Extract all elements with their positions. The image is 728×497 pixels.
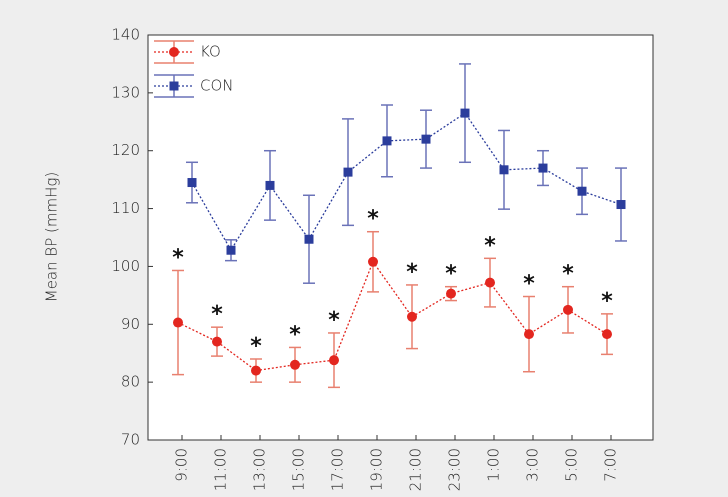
point [226, 245, 236, 255]
point [538, 163, 548, 173]
point [173, 317, 183, 328]
significance-label: * [445, 262, 457, 287]
point [499, 165, 509, 175]
x-tick-label: 17:00 [329, 448, 347, 491]
point [485, 277, 495, 288]
point [563, 304, 573, 315]
y-tick-label: 80 [121, 373, 140, 391]
point [446, 288, 456, 299]
legend-label: KO [200, 43, 221, 61]
x-tick-label: 19:00 [368, 448, 386, 491]
point [343, 167, 353, 177]
point [187, 178, 197, 188]
y-axis-label: Mean BP (mmHg) [43, 172, 61, 302]
point [524, 329, 534, 340]
x-tick-label: 11:00 [212, 448, 230, 491]
point [212, 336, 222, 347]
significance-label: * [523, 272, 535, 297]
significance-label: * [289, 322, 301, 347]
point [265, 180, 275, 190]
y-tick-label: 140 [111, 26, 140, 44]
significance-label: * [328, 308, 340, 333]
y-tick-label: 100 [111, 257, 140, 275]
point [329, 355, 339, 366]
x-tick-label: 9:00 [173, 448, 191, 482]
x-tick-label: 13:00 [251, 448, 269, 491]
x-tick-label: 3:00 [524, 448, 542, 482]
point [616, 200, 626, 210]
y-tick-label: 90 [121, 315, 140, 333]
legend-marker [169, 81, 179, 91]
significance-label: * [484, 233, 496, 258]
significance-label: * [367, 207, 379, 232]
point [368, 256, 378, 267]
x-tick-label: 21:00 [407, 448, 425, 491]
y-tick-label: 120 [111, 141, 140, 159]
legend-label: CON [200, 77, 234, 95]
significance-label: * [172, 245, 184, 270]
significance-label: * [211, 302, 223, 327]
point [407, 311, 417, 322]
legend-marker [169, 47, 179, 57]
series-line [191, 112, 622, 252]
point [251, 365, 261, 376]
y-tick-label: 70 [121, 431, 140, 449]
point [290, 359, 300, 370]
point [382, 136, 392, 146]
point [460, 108, 470, 118]
point [602, 329, 612, 340]
y-tick-label: 130 [111, 83, 140, 101]
x-tick-label: 7:00 [602, 448, 620, 482]
point [421, 134, 431, 144]
significance-label: * [406, 260, 418, 285]
point [304, 234, 314, 244]
significance-label: * [562, 262, 574, 287]
x-tick-label: 23:00 [446, 448, 464, 491]
x-tick-label: 1:00 [485, 448, 503, 482]
y-tick-label: 110 [111, 199, 140, 217]
point [577, 186, 587, 196]
x-tick-label: 5:00 [563, 448, 581, 482]
x-tick-label: 15:00 [290, 448, 308, 491]
significance-label: * [601, 289, 613, 314]
significance-label: * [250, 334, 262, 359]
plot-area [147, 34, 654, 441]
